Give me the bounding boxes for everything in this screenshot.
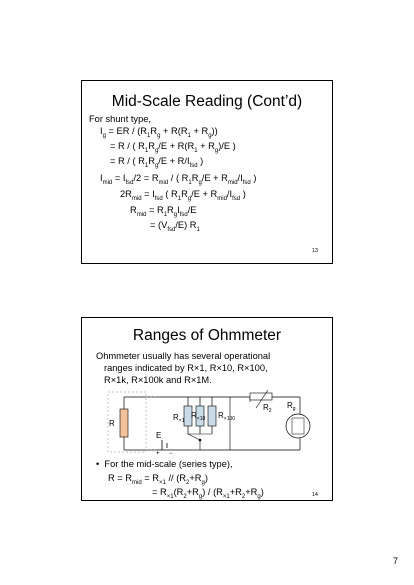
text-line-3: R×1k, R×100k and R×1M. — [104, 375, 212, 385]
svg-text:R2: R2 — [263, 403, 272, 414]
label-minus: − — [169, 451, 173, 457]
shunt-resistor-x1 — [183, 405, 193, 427]
slide-14: Ranges of Ohmmeter Ohmmeter usually has … — [81, 317, 333, 501]
ohmmeter-circuit-diagram: R R×1 R×10 R×100 E + − R2 — [107, 389, 311, 457]
text-line-2: ranges indicated by R×1, R×10, R×100, — [104, 363, 268, 373]
range-selector-switch — [187, 433, 212, 450]
galvanometer — [285, 413, 311, 439]
label-e: E — [156, 431, 161, 440]
equation-imid: Imid = Ifsd/2 = Rmid / ( R1Rg/E + Rmid/I… — [100, 173, 257, 186]
page-number: 7 — [392, 556, 398, 566]
equation-vfsd: = (Vfsd/E) R1 — [150, 220, 200, 233]
slide-number: 14 — [311, 492, 318, 498]
text-line-1: Ohmmeter usually has several operational — [96, 351, 271, 361]
bullet-text: • For the mid-scale (series type), — [96, 459, 233, 469]
label-plus: + — [156, 451, 160, 457]
slide-13: Mid-Scale Reading (Cont’d) For shunt typ… — [81, 80, 333, 264]
equation-step3: = R / ( R1Rg/E + R/Ifsd ) — [110, 156, 204, 169]
svg-text:R×10: R×10 — [191, 411, 205, 422]
equation-2rmid: 2Rmid = Ifsd ( R1Rg/E + Rmid/Ifsd ) — [120, 189, 246, 202]
svg-text:R×1: R×1 — [173, 413, 185, 424]
equation-rmid: Rmid = R1RgIfsd/E — [130, 205, 197, 218]
equation-step2: = R / ( R1Rg/E + R(R1 + Rg)/E ) — [110, 141, 236, 154]
external-resistor — [119, 408, 129, 438]
shunt-resistor-x10 — [195, 405, 205, 427]
resistor-r2 — [249, 392, 273, 401]
label-r: R — [109, 419, 115, 428]
slide-title: Mid-Scale Reading (Cont’d) — [111, 93, 303, 110]
equation-rmid: R = Rmid = R×1 // (R2+Rg) — [108, 473, 208, 486]
shunt-resistor-x100 — [207, 405, 217, 427]
battery — [161, 440, 168, 450]
equation-ig: Ig = ER / (R1Rg + R(R1 + Rg)) — [100, 126, 218, 139]
svg-text:Rg: Rg — [287, 401, 296, 412]
intro-text: For shunt type, — [89, 114, 152, 124]
slide-title: Ranges of Ohmmeter — [132, 327, 282, 344]
equation-parallel: = R×1(R2+Rg) / (R×1+R2+Rg) — [152, 487, 264, 500]
slide-number: 13 — [311, 248, 318, 254]
svg-text:R×100: R×100 — [218, 411, 235, 422]
